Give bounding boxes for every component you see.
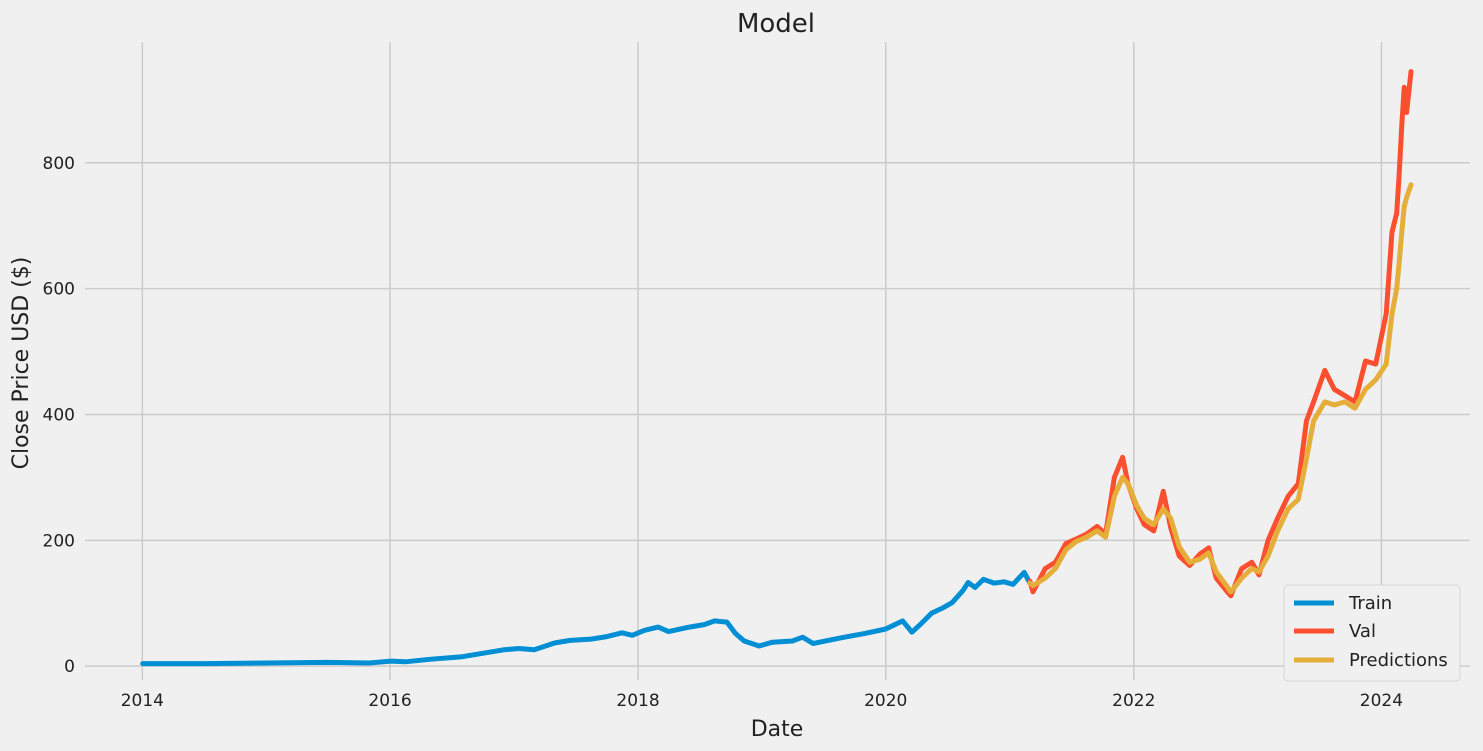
chart-title: Model [737,9,815,39]
y-tick-label-200: 200 [43,531,75,551]
x-tick-label-2016: 2016 [368,691,411,711]
x-tick-label-2014: 2014 [121,691,164,711]
x-tick-label-2024: 2024 [1360,691,1403,711]
tick-labels: 2014 2016 2018 2020 2022 2024 0 200 400 600 800 [43,154,1404,711]
legend-label-train: Train [1348,593,1392,614]
y-tick-label-800: 800 [43,154,75,174]
y-tick-label-400: 400 [43,405,75,425]
legend-label-predictions: Predictions [1349,650,1448,671]
x-tick-label-2022: 2022 [1112,691,1155,711]
y-axis-title: Close Price USD ($) [9,257,34,470]
series-line-predictions [1027,182,1414,595]
y-tick-label-0: 0 [64,657,75,677]
legend-label-val: Val [1349,621,1376,642]
series-lines [140,69,1414,667]
x-axis-title: Date [751,717,804,742]
legend-box [1283,584,1461,682]
grid-lines [85,42,1470,680]
x-tick-label-2018: 2018 [616,691,659,711]
series-line-train [140,569,1033,667]
x-tick-label-2020: 2020 [864,691,907,711]
legend: Train Val Predictions [1283,584,1461,682]
series-line-val [1027,69,1414,599]
y-tick-label-600: 600 [43,280,75,300]
